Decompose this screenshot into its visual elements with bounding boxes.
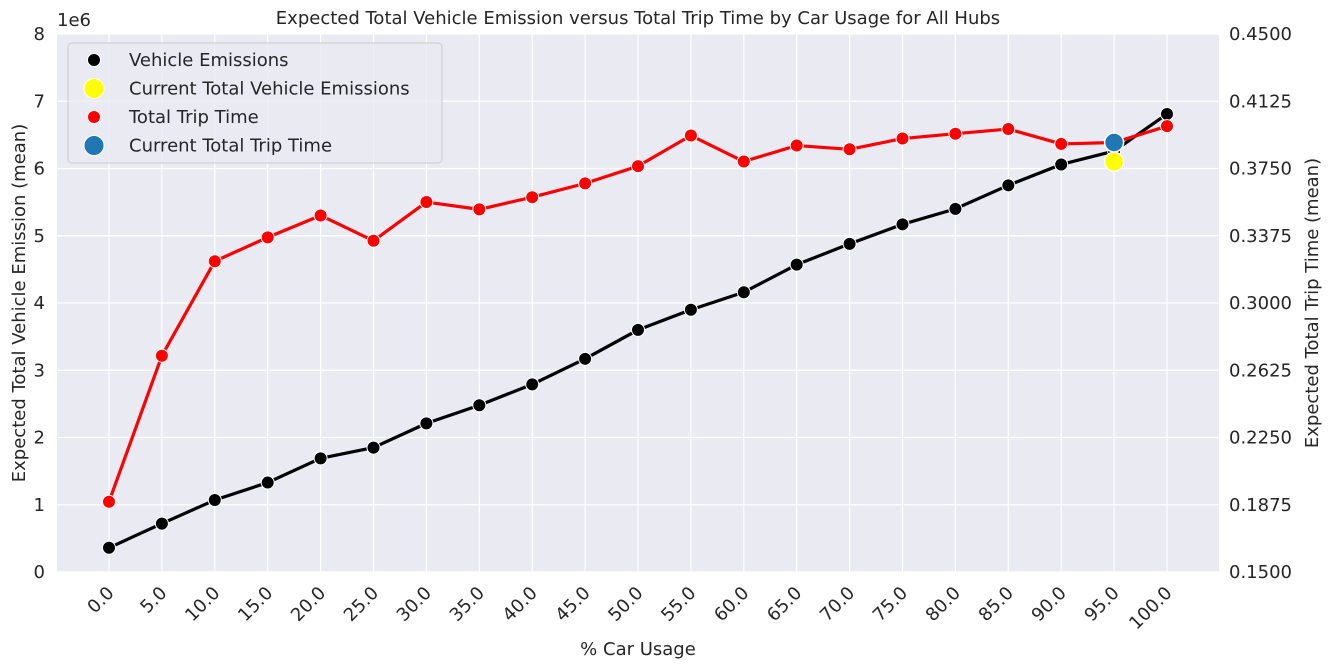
total-trip-time-point: [207, 254, 222, 269]
legend-label: Current Total Vehicle Emissions: [129, 79, 410, 100]
total-trip-time-point: [1001, 122, 1016, 137]
legend-marker: [87, 53, 101, 67]
y-right-tick-label: 0.4125: [1229, 91, 1292, 112]
x-tick-label: 55.0: [657, 583, 700, 626]
total-trip-time-point: [525, 190, 540, 205]
vehicle-emissions-point: [683, 302, 698, 317]
legend-marker: [87, 110, 101, 124]
vehicle-emissions-point: [948, 201, 963, 216]
x-tick-label: 80.0: [922, 583, 965, 626]
total-trip-time-point: [1054, 136, 1069, 151]
x-tick-label: 50.0: [604, 583, 647, 626]
y-right-tick-label: 0.3375: [1229, 226, 1292, 247]
total-trip-time-point: [313, 208, 328, 223]
total-trip-time-point: [842, 142, 857, 157]
x-tick-label: 70.0: [816, 583, 859, 626]
total-trip-time-point: [578, 176, 593, 191]
legend-box: [67, 42, 443, 164]
vehicle-emissions-point: [578, 351, 593, 366]
x-tick-label: 25.0: [340, 583, 383, 626]
vehicle-emissions-point: [313, 451, 328, 466]
total-trip-time-point: [419, 195, 434, 210]
y-left-tick-label: 3: [34, 360, 45, 381]
y-right-tick-label: 0.1500: [1229, 562, 1292, 583]
vehicle-emissions-point: [1160, 107, 1174, 122]
y-right-tick-label: 0.1875: [1229, 495, 1292, 516]
y-left-tick-label: 6: [34, 159, 45, 180]
legend: Vehicle Emissions Current Total Vehicle E…: [67, 42, 443, 164]
total-trip-time-point: [736, 154, 751, 169]
x-tick-label: 65.0: [763, 583, 806, 626]
chart-title: Expected Total Vehicle Emission versus T…: [276, 8, 1000, 29]
x-tick-label: 75.0: [869, 583, 912, 626]
vehicle-emissions-point: [525, 377, 540, 392]
x-tick-label: 15.0: [234, 583, 277, 626]
x-tick-label: 100.0: [1125, 583, 1176, 634]
y-left-tick-label: 5: [34, 226, 45, 247]
x-axis-label: % Car Usage: [580, 639, 696, 660]
x-tick-label: 10.0: [181, 583, 224, 626]
total-trip-time-point: [895, 131, 910, 146]
vehicle-emissions-point: [736, 285, 751, 300]
total-trip-time-point: [948, 126, 963, 141]
x-tick-label: 45.0: [551, 583, 594, 626]
offset-label: 1e6: [57, 10, 91, 31]
total-trip-time-point: [154, 348, 169, 363]
vehicle-emissions-point: [1001, 178, 1016, 193]
total-trip-time-point: [631, 159, 645, 174]
y-left-tick-label: 4: [34, 293, 45, 314]
vehicle-emissions-point: [419, 416, 434, 431]
current-vehicle-emissions-point: [1103, 151, 1125, 173]
y-axis-right-label: Expected Total Trip Time (mean): [1302, 158, 1323, 448]
y-right-tick-label: 0.3750: [1229, 159, 1292, 180]
vehicle-emissions-point: [102, 540, 116, 555]
y-left-tick-label: 7: [34, 91, 45, 112]
series-layer: [102, 107, 1174, 555]
y-right-tick-label: 0.2250: [1229, 428, 1292, 449]
y-right-tick-label: 0.4500: [1229, 24, 1292, 45]
legend-marker: [83, 135, 105, 156]
vehicle-emissions-point: [1054, 157, 1069, 172]
total-trip-time-point: [1160, 119, 1174, 134]
total-trip-time-point: [102, 494, 116, 509]
x-tick-label: 95.0: [1080, 583, 1123, 626]
total-trip-time-point: [472, 202, 487, 217]
vehicle-emissions-point: [895, 217, 910, 232]
legend-label: Total Trip Time: [128, 107, 259, 128]
legend-label: Current Total Trip Time: [129, 136, 332, 157]
legend-marker: [83, 78, 105, 99]
total-trip-time-point: [366, 233, 381, 248]
current-total-trip-time-point: [1103, 132, 1125, 153]
y-right-tick-label: 0.3000: [1229, 293, 1292, 314]
vehicle-emissions-point: [260, 475, 275, 490]
y-left-tick-label: 2: [34, 428, 45, 449]
x-tick-label: 85.0: [975, 583, 1018, 626]
total-trip-time-point: [683, 128, 698, 143]
vehicle-emissions-point: [842, 236, 857, 251]
vehicle-emissions-point: [154, 516, 169, 531]
vehicle-emissions-point: [631, 322, 645, 337]
vehicle-emissions-point: [472, 398, 487, 413]
vehicle-emissions-point: [207, 493, 222, 508]
total-trip-time-point: [789, 138, 804, 153]
x-tick-label: 90.0: [1028, 583, 1071, 626]
y-left-tick-label: 1: [34, 495, 45, 516]
total-trip-time-point: [260, 230, 275, 245]
x-tick-label: 20.0: [287, 583, 330, 626]
y-left-tick-label: 0: [34, 562, 45, 583]
x-tick-label: 5.0: [136, 583, 171, 618]
x-tick-label: 60.0: [710, 583, 753, 626]
y-left-tick-label: 8: [34, 24, 45, 45]
legend-label: Vehicle Emissions: [129, 50, 289, 71]
vehicle-emissions-point: [789, 257, 804, 272]
x-tick-label: 35.0: [446, 583, 489, 626]
y-right-tick-label: 0.2625: [1229, 360, 1292, 381]
x-tick-label: 0.0: [83, 583, 118, 618]
y-axis-left-label: Expected Total Vehicle Emission (mean): [9, 124, 30, 482]
vehicle-emissions-point: [366, 440, 381, 455]
x-tick-label: 30.0: [393, 583, 436, 626]
x-tick-label: 40.0: [499, 583, 542, 626]
